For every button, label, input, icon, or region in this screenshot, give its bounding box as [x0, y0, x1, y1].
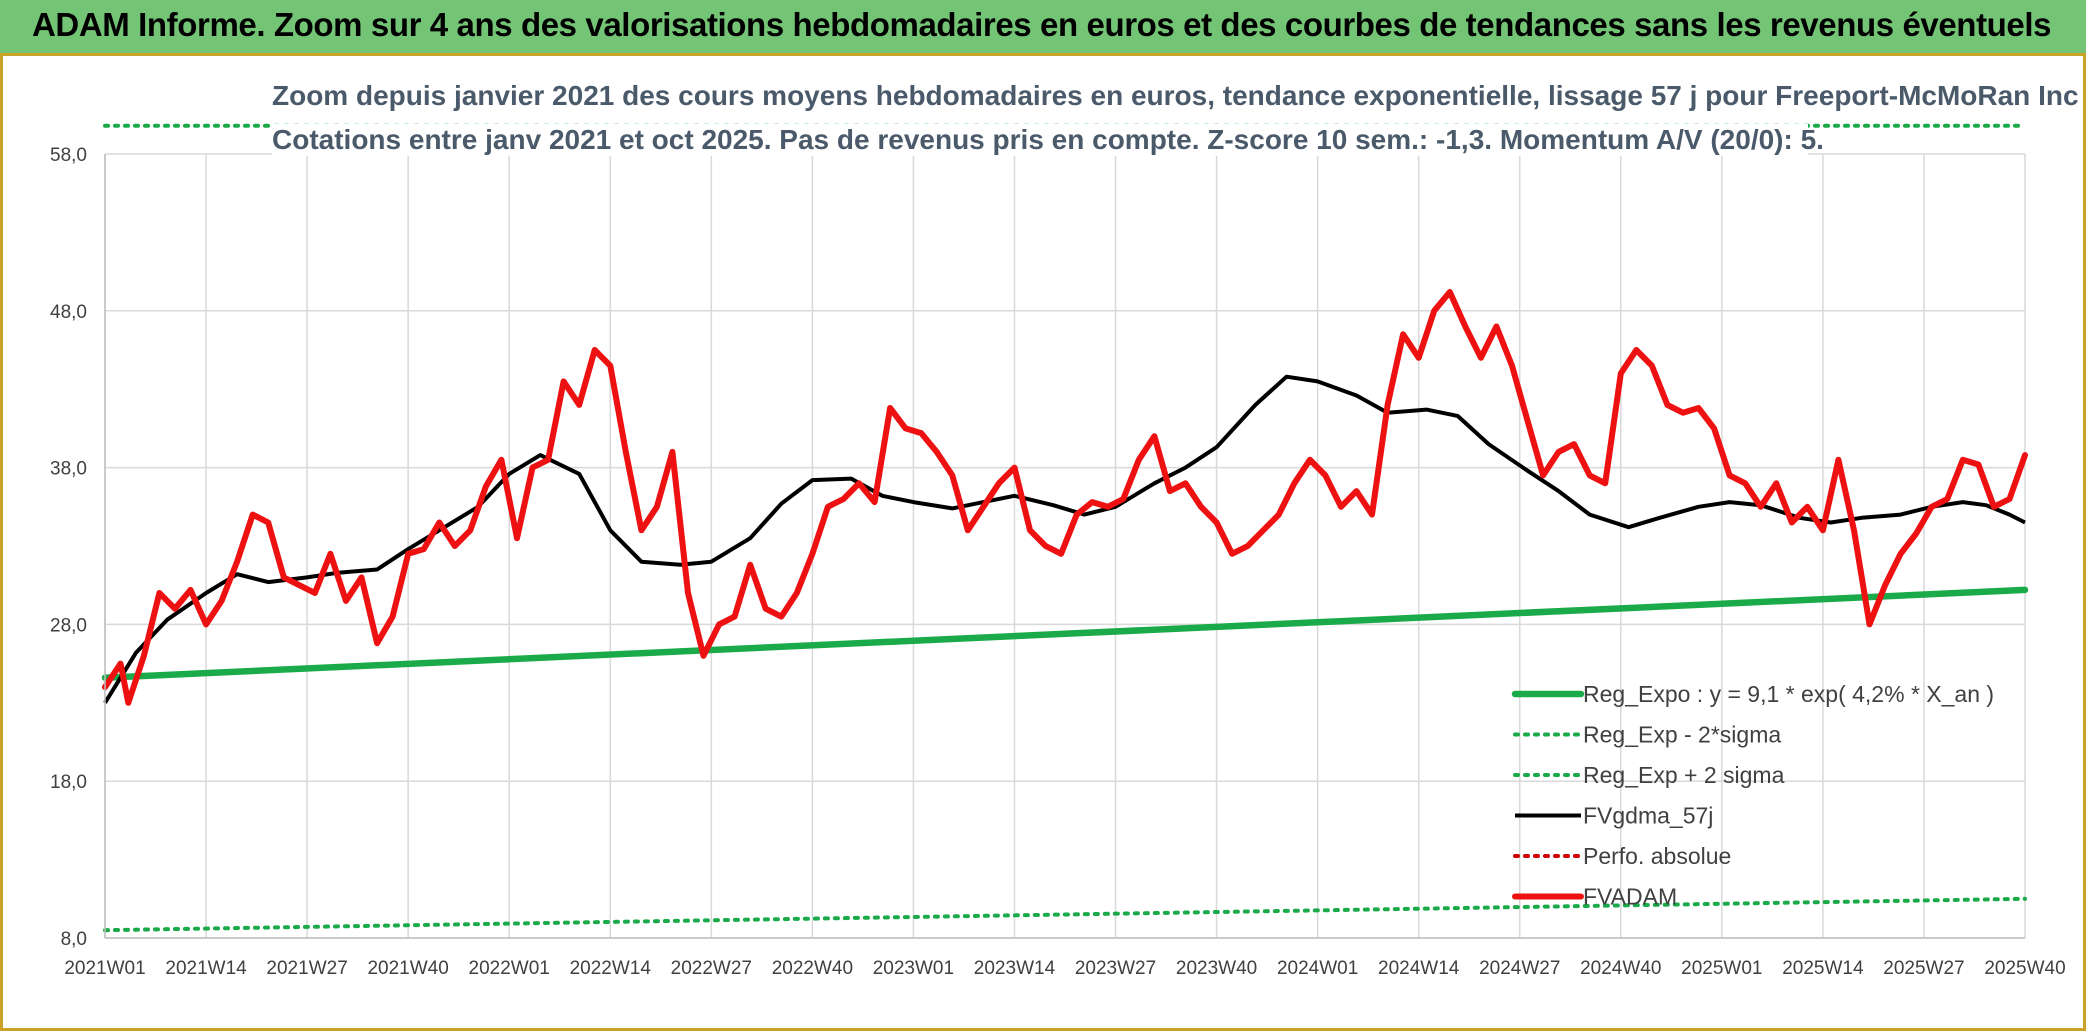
legend-layer: Reg_Expo : y = 9,1 * exp( 4,2% * X_an ) R… — [1511, 681, 1994, 910]
x-tick-label: 2023W40 — [1176, 958, 1257, 979]
y-tick-label: 18,0 — [50, 772, 87, 793]
series-line-reg-expo-y-9-1-exp-4-2-x-an — [101, 586, 2029, 681]
y-tick-label: 48,0 — [50, 302, 87, 323]
y-tick-label: 8,0 — [61, 929, 87, 950]
x-tick-label: 2023W14 — [974, 958, 1056, 979]
legend-label: Reg_Expo : y = 9,1 * exp( 4,2% * X_an ) — [1583, 681, 1994, 707]
x-tick-label: 2023W01 — [873, 958, 954, 979]
x-tick-label: 2022W01 — [469, 958, 550, 979]
x-tick-label: 2025W40 — [1984, 958, 2065, 979]
legend-label: Reg_Exp + 2 sigma — [1583, 762, 1785, 788]
x-tick-label: 2022W14 — [570, 958, 652, 979]
header-bar: ADAM Informe. Zoom sur 4 ans des valoris… — [0, 0, 2086, 56]
legend-label: Perfo. absolue — [1583, 843, 1731, 869]
series-line-fvadam — [102, 289, 2028, 706]
chart-subtitle: Cotations entre janv 2021 et oct 2025. P… — [272, 124, 1824, 156]
x-tick-label: 2024W40 — [1580, 958, 1661, 979]
axis-layer: 8,0 18,0 28,0 38,0 48,0 58,0 2021W01 2021W14 202… — [50, 145, 2066, 979]
y-tick-label: 58,0 — [50, 145, 87, 166]
x-tick-label: 2024W27 — [1479, 958, 1560, 979]
series-layer — [101, 123, 2029, 933]
legend-label: Reg_Exp - 2*sigma — [1583, 722, 1781, 748]
header-title: ADAM Informe. Zoom sur 4 ans des valoris… — [32, 6, 2052, 43]
x-tick-label: 2022W27 — [671, 958, 752, 979]
x-tick-label: 2021W01 — [64, 958, 145, 979]
x-tick-label: 2021W27 — [266, 958, 347, 979]
x-tick-label: 2022W40 — [772, 958, 853, 979]
y-tick-label: 38,0 — [50, 459, 87, 480]
y-tick-label: 28,0 — [50, 615, 87, 636]
chart-title: Zoom depuis janvier 2021 des cours moyen… — [272, 80, 2079, 112]
x-tick-label: 2024W14 — [1378, 958, 1460, 979]
x-tick-label: 2025W01 — [1681, 958, 1762, 979]
series-line-reg-exp-2-sigma — [103, 896, 2027, 933]
legend-label: FVgdma_57j — [1583, 803, 1713, 829]
x-tick-label: 2025W14 — [1782, 958, 1864, 979]
x-tick-label: 2025W27 — [1883, 958, 1964, 979]
legend-label: FVADAM — [1583, 884, 1677, 910]
x-tick-label: 2021W14 — [165, 958, 247, 979]
x-tick-label: 2024W01 — [1277, 958, 1358, 979]
x-tick-label: 2021W40 — [367, 958, 448, 979]
x-tick-label: 2023W27 — [1075, 958, 1156, 979]
chart-frame — [0, 56, 2086, 1031]
